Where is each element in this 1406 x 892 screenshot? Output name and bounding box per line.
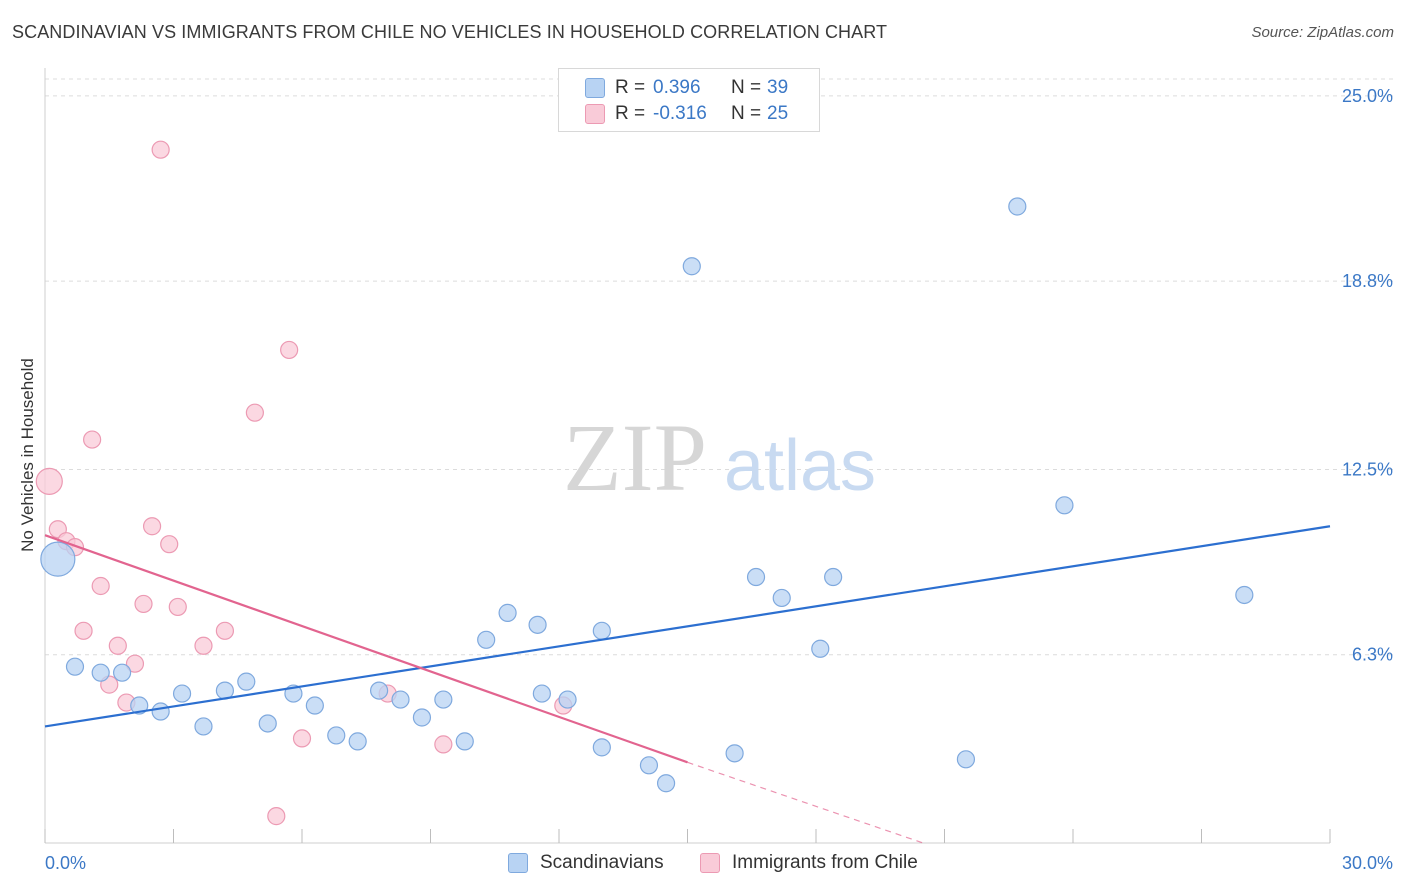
chile-trendline-extension — [687, 761, 924, 844]
chile-point — [292, 729, 312, 748]
scandinavian-point — [1235, 585, 1254, 605]
scandinavian-point — [434, 690, 453, 709]
scandinavian-point — [40, 541, 76, 577]
chile-point — [74, 621, 93, 640]
scandinavian-point — [956, 750, 976, 769]
scandinavian-point — [237, 672, 256, 691]
scandinavian-point — [305, 696, 324, 715]
watermark: ZIP atlas — [563, 404, 876, 511]
watermark-zip: ZIP — [563, 404, 707, 511]
y-tick-label: 18.8% — [1342, 271, 1393, 291]
watermark-atlas: atlas — [724, 426, 876, 506]
series-scandinavians-points — [40, 197, 1254, 793]
chile-point — [160, 535, 179, 554]
scandinavian-point — [327, 726, 346, 745]
bottom-legend-swatch-blue — [508, 853, 528, 873]
y-tick-label: 6.3% — [1352, 645, 1393, 665]
y-axis-label: No Vehicles in Household — [18, 358, 37, 552]
scandinavian-point — [528, 615, 547, 634]
chile-point — [245, 403, 264, 422]
scandinavian-point — [725, 744, 744, 763]
scandinavian-point — [682, 257, 701, 276]
scandinavian-point — [1055, 496, 1074, 515]
chile-point — [215, 621, 234, 640]
scandinavian-point — [455, 732, 474, 751]
scandinavian-point — [412, 708, 432, 727]
scandinavian-point — [772, 588, 791, 608]
scandinavian-point — [172, 684, 192, 703]
bottom-legend-immigrants-chile: Immigrants from Chile — [700, 852, 918, 874]
scandinavian-point — [811, 639, 830, 658]
series-immigrants-chile-points — [35, 140, 573, 826]
scandinavian-point — [746, 567, 766, 587]
grid-lines — [45, 78, 1395, 656]
legend-r-value: 0.396 — [653, 77, 701, 98]
chile-point — [168, 597, 187, 617]
chile-point — [134, 594, 153, 614]
scandinavian-point — [477, 630, 496, 649]
chile-trendline — [44, 534, 688, 764]
axes — [44, 68, 1331, 844]
chile-point — [91, 576, 110, 596]
scandinavian-point — [130, 696, 149, 715]
scandinavian-point — [112, 663, 132, 682]
scandinavian-point — [370, 681, 389, 700]
scandinavian-point — [656, 774, 676, 793]
scandinavian-point — [194, 717, 213, 736]
chile-point — [35, 467, 63, 496]
scandinavian-point — [824, 567, 843, 587]
scandinavian-point — [639, 756, 659, 775]
legend-n-label: N = — [731, 103, 762, 124]
scandinavian-point — [151, 702, 170, 721]
legend-r-label: R = — [615, 77, 646, 98]
scandinavian-point — [1008, 197, 1027, 216]
chile-point — [142, 517, 162, 536]
scandinavian-point — [592, 621, 611, 640]
x-tick-label: 0.0% — [45, 853, 86, 873]
chart-title: SCANDINAVIAN VS IMMIGRANTS FROM CHILE NO… — [12, 22, 888, 42]
scandinavian-point — [258, 714, 277, 733]
legend-row-scandinavians: R = 0.396 N = 39 — [585, 77, 788, 99]
legend-swatch-pink — [585, 104, 605, 124]
scandinavian-point — [348, 732, 367, 751]
chile-point — [194, 636, 213, 655]
scandinavian-point — [558, 690, 577, 709]
chile-point — [151, 140, 170, 159]
legend-n-value: 25 — [767, 103, 789, 124]
tick-labels: 6.3% 12.5% 18.8% 25.0% 0.0% 30.0% — [45, 86, 1393, 873]
chile-point — [125, 654, 145, 673]
scandinavian-point — [532, 684, 551, 703]
y-tick-label: 25.0% — [1342, 86, 1393, 106]
scandinavian-point — [592, 738, 611, 757]
bottom-legend-swatch-pink — [700, 853, 720, 873]
chile-point — [267, 807, 286, 826]
x-tick-label: 30.0% — [1342, 853, 1393, 873]
legend-r-label: R = — [615, 103, 646, 124]
chile-point — [108, 636, 127, 655]
trendlines — [44, 525, 1331, 844]
scandinavians-trendline — [44, 525, 1331, 728]
y-tick-label: 12.5% — [1342, 459, 1393, 479]
legend-r-value: -0.316 — [653, 103, 707, 124]
chart-source: Source: ZipAtlas.com — [1251, 24, 1394, 41]
scandinavian-point — [91, 663, 110, 682]
bottom-legend-label: Scandinavians — [540, 852, 664, 873]
legend-row-immigrants-chile: R = -0.316 N = 25 — [585, 103, 788, 125]
scandinavian-point — [391, 690, 410, 709]
bottom-legend-scandinavians: Scandinavians — [508, 852, 664, 874]
correlation-legend: R = 0.396 N = 39 R = -0.316 N = 25 — [558, 68, 820, 132]
legend-swatch-blue — [585, 78, 605, 98]
legend-n-value: 39 — [767, 77, 789, 98]
chile-point — [280, 340, 299, 360]
scandinavian-point — [65, 657, 85, 676]
legend-n-label: N = — [731, 77, 762, 98]
bottom-legend-label: Immigrants from Chile — [732, 852, 918, 873]
chile-point — [83, 430, 102, 449]
scandinavian-point — [498, 603, 517, 622]
chile-point — [434, 735, 453, 754]
